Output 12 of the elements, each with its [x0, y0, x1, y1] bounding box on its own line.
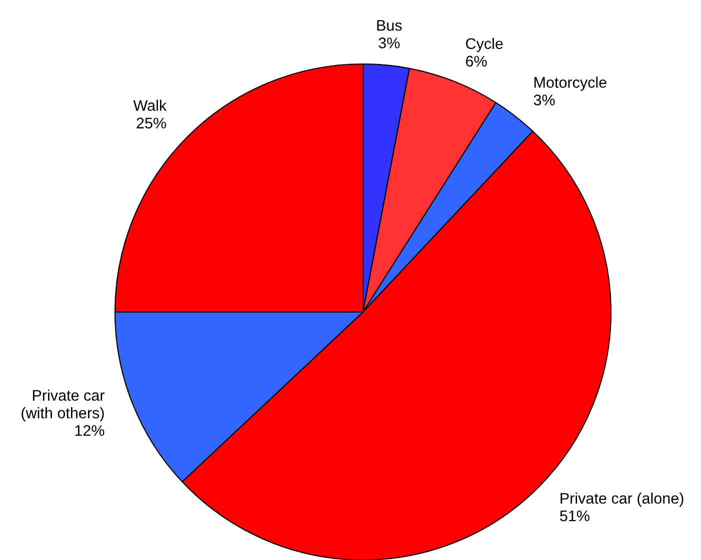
- slice-label: Walk: [133, 100, 167, 111]
- slice-label: Motorcycle: [534, 76, 606, 91]
- data-label: 6%: [466, 56, 487, 67]
- data-label: 25%: [136, 118, 166, 128]
- data-label: 12%: [75, 425, 104, 436]
- slice-label: Private car (alone): [560, 492, 684, 507]
- data-label: 3%: [378, 38, 400, 48]
- data-label: 3%: [534, 94, 555, 106]
- slice-label: Cycle: [466, 38, 503, 52]
- slice-label: Private car (with others): [22, 390, 104, 422]
- data-label: 51%: [560, 510, 590, 522]
- slice-label: Bus: [377, 20, 402, 31]
